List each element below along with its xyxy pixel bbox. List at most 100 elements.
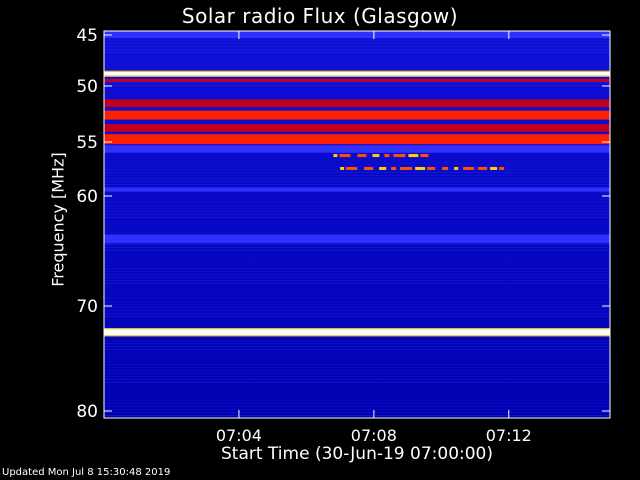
intensity-band-core (104, 331, 610, 334)
noise-stripe (104, 52, 610, 53)
noise-stripe (104, 415, 610, 416)
y-tick-label: 45 (76, 26, 98, 46)
burst-segment (499, 167, 505, 170)
noise-stripe (104, 202, 610, 203)
noise-stripe (104, 388, 610, 389)
noise-stripe (104, 166, 610, 167)
noise-stripe (104, 109, 610, 110)
noise-stripe (104, 97, 610, 98)
updated-timestamp: Updated Mon Jul 8 15:30:48 2019 (2, 467, 171, 478)
noise-stripe (104, 304, 610, 305)
noise-stripe (104, 301, 610, 302)
intensity-band (104, 99, 610, 108)
intensity-band (104, 187, 610, 192)
intensity-band (104, 78, 610, 82)
noise-stripe (104, 355, 610, 356)
noise-stripe (104, 289, 610, 290)
noise-stripe (104, 361, 610, 362)
noise-stripe (104, 85, 610, 86)
burst-segment (393, 154, 406, 158)
noise-stripe (104, 160, 610, 161)
burst-segment (333, 154, 338, 158)
spectrogram-background (104, 31, 610, 418)
y-tick-label: 60 (76, 187, 98, 207)
noise-stripe (104, 364, 610, 365)
noise-stripe (104, 259, 610, 260)
y-axis-ticks: 45 50 55 60 70 80 (76, 26, 610, 422)
noise-stripe (104, 394, 610, 395)
burst-segment (400, 167, 413, 170)
noise-stripe (104, 397, 610, 398)
burst-segment (357, 154, 367, 158)
burst-segment (346, 167, 358, 170)
burst-segment (339, 154, 351, 158)
noise-stripe (104, 268, 610, 269)
burst-segment (490, 167, 498, 170)
noise-stripe (104, 211, 610, 212)
burst-segment (463, 167, 475, 170)
noise-stripe (104, 325, 610, 326)
noise-stripe (104, 373, 610, 374)
y-tick-label: 55 (76, 133, 98, 153)
spectrogram-intensity-bands (104, 31, 610, 337)
burst-segment (415, 167, 426, 170)
noise-stripe (104, 250, 610, 251)
noise-stripe (104, 184, 610, 185)
noise-stripe (104, 346, 610, 347)
noise-stripe (104, 370, 610, 371)
noise-stripe (104, 379, 610, 380)
noise-stripe (104, 178, 610, 179)
intensity-band (104, 134, 610, 145)
noise-stripe (104, 214, 610, 215)
noise-stripe (104, 223, 610, 224)
noise-stripe (104, 157, 610, 158)
noise-stripe (104, 283, 610, 284)
noise-stripe (104, 310, 610, 311)
burst-segment (384, 154, 390, 158)
x-axis-ticks: 07:04 07:08 07:12 (216, 31, 532, 445)
noise-stripe (104, 277, 610, 278)
noise-stripe (104, 412, 610, 413)
noise-stripe (104, 172, 610, 173)
noise-stripe (104, 82, 610, 83)
noise-stripe (104, 133, 610, 134)
noise-stripe (104, 262, 610, 263)
noise-stripe (104, 391, 610, 392)
noise-stripe (104, 274, 610, 275)
noise-stripe (104, 409, 610, 410)
noise-stripe (104, 175, 610, 176)
noise-stripe (104, 229, 610, 230)
burst-segment (442, 167, 449, 170)
burst-segment (420, 154, 429, 158)
intensity-band-edge (104, 335, 610, 337)
noise-stripe (104, 46, 610, 47)
noise-stripe (104, 376, 610, 377)
noise-stripe (104, 226, 610, 227)
y-tick-label: 80 (76, 402, 98, 422)
burst-segment (427, 167, 436, 170)
noise-stripe (104, 247, 610, 248)
noise-stripe (104, 49, 610, 50)
noise-stripe (104, 205, 610, 206)
noise-stripe (104, 256, 610, 257)
y-tick-label: 50 (76, 77, 98, 97)
spectrogram-noise-stripes (104, 31, 610, 416)
y-tick-label: 70 (76, 297, 98, 317)
burst-segment (391, 167, 397, 170)
x-tick-label: 07:12 (486, 426, 532, 445)
noise-stripe (104, 163, 610, 164)
noise-stripe (104, 322, 610, 323)
intensity-band-edge (104, 75, 610, 77)
intensity-band-edge (104, 70, 610, 72)
noise-stripe (104, 58, 610, 59)
noise-stripe (104, 43, 610, 44)
noise-stripe (104, 349, 610, 350)
burst-segment (478, 167, 488, 170)
noise-stripe (104, 271, 610, 272)
intensity-band (104, 234, 610, 244)
plot-frame (103, 30, 611, 419)
noise-stripe (104, 382, 610, 383)
noise-stripe (104, 244, 610, 245)
intensity-band-core (104, 72, 610, 75)
noise-stripe (104, 94, 610, 95)
